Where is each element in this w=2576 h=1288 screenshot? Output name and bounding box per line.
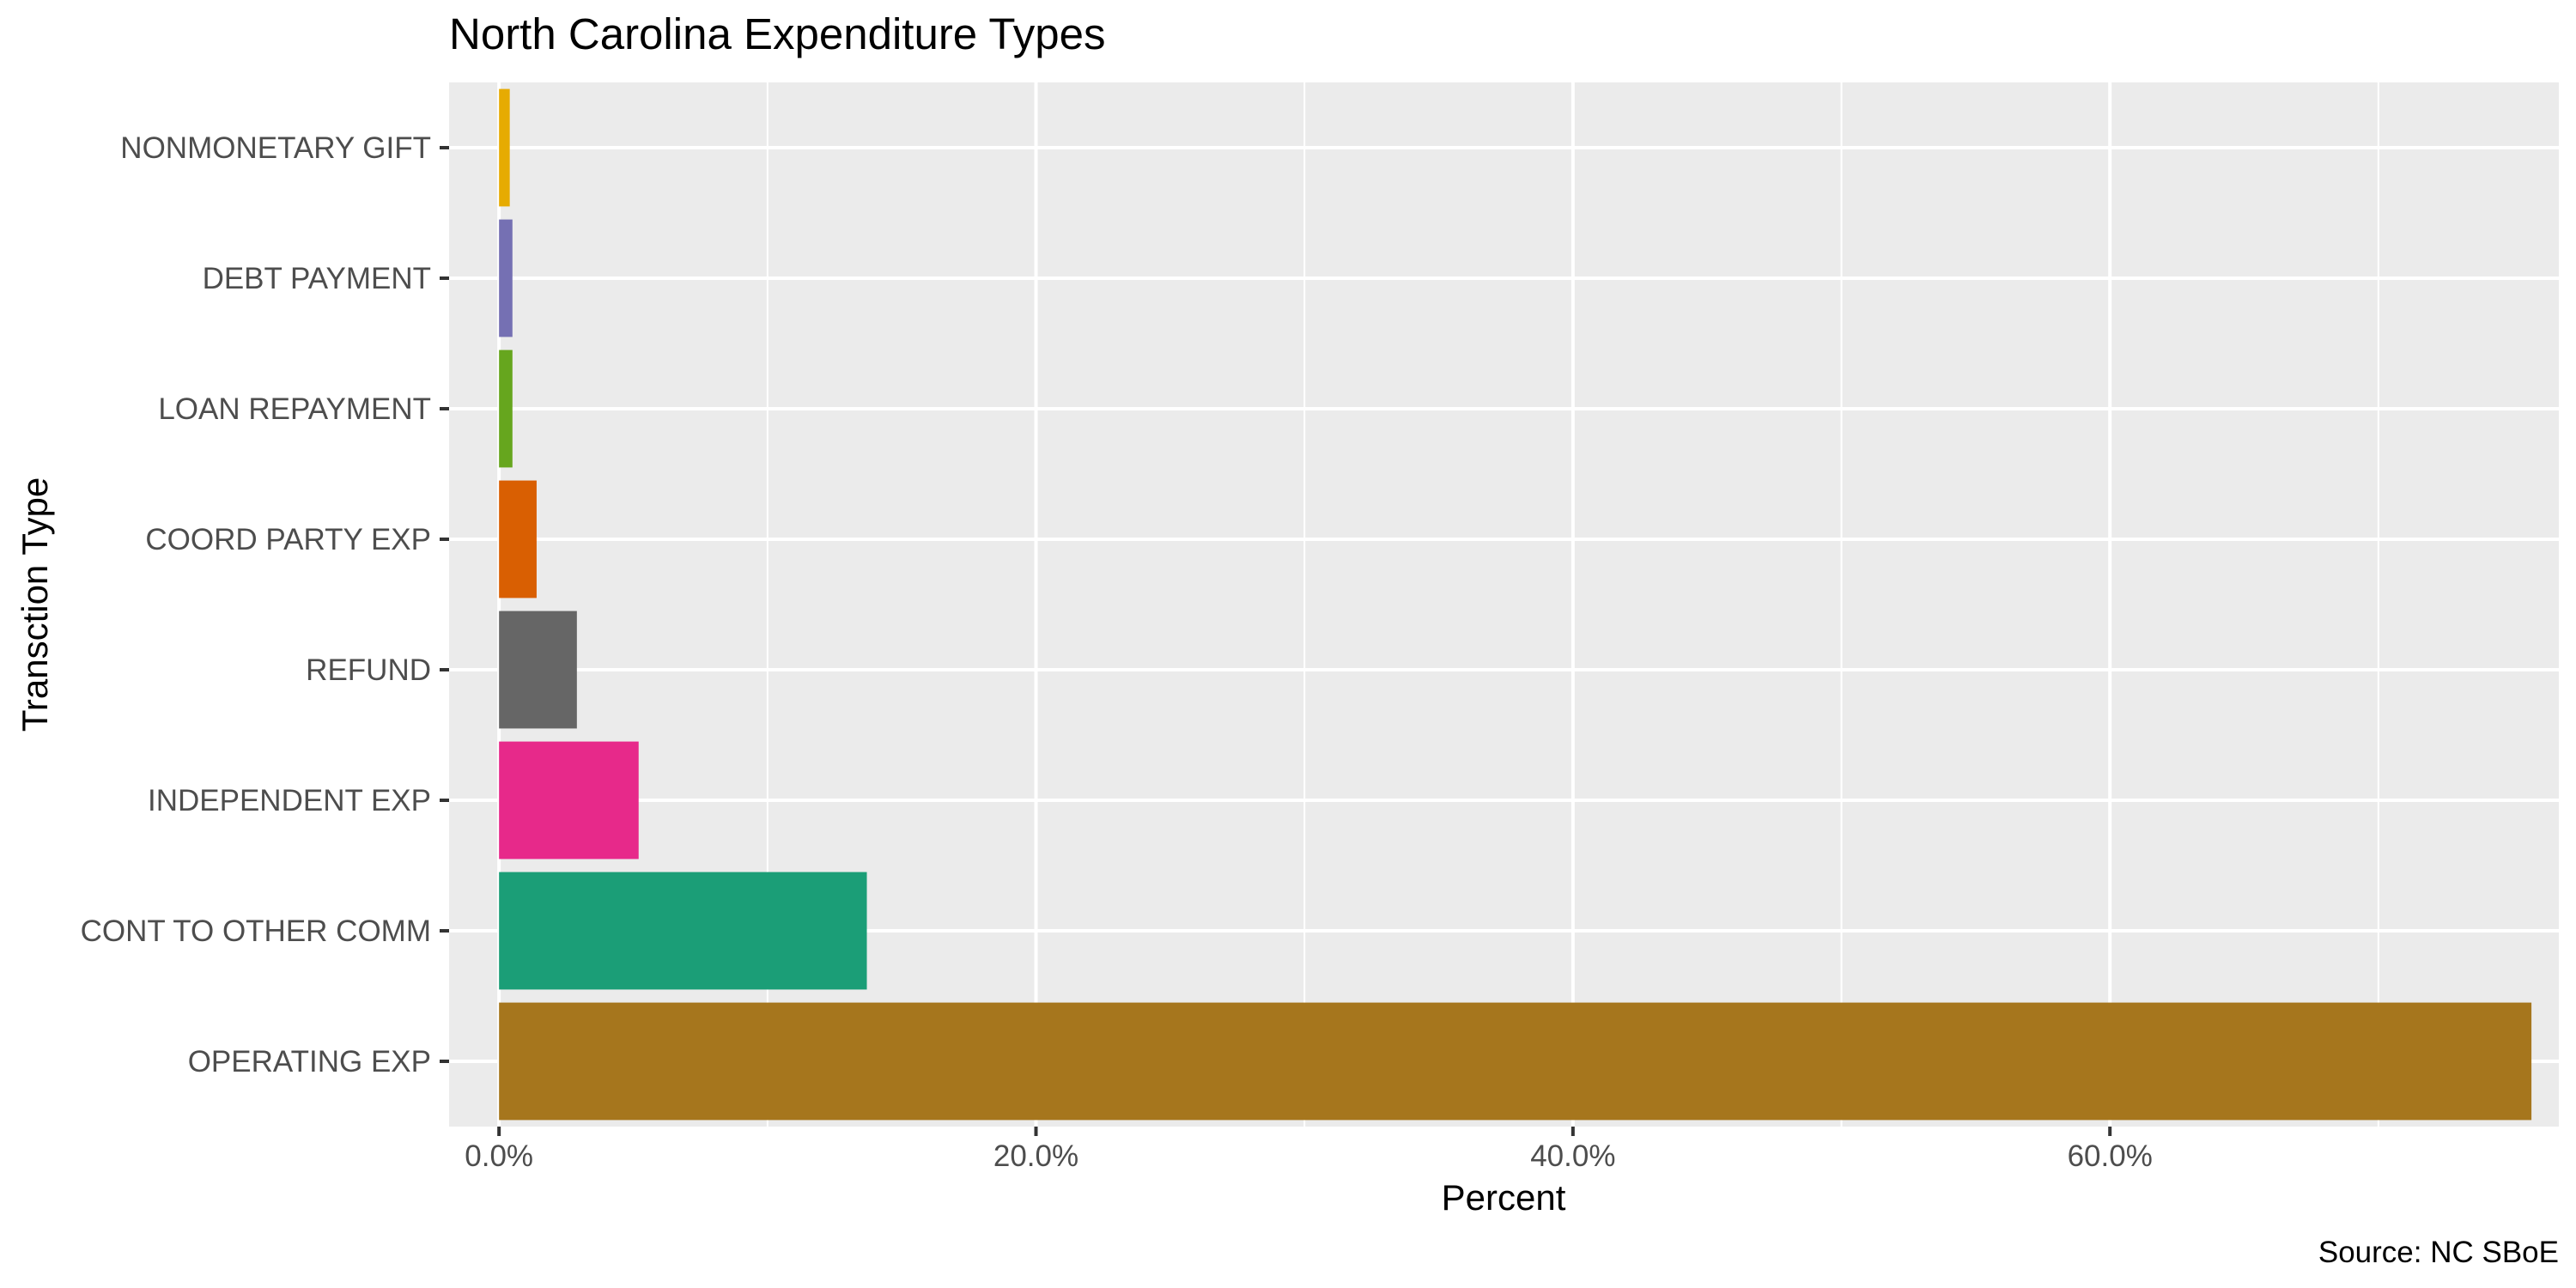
y-tick-label: REFUND [306,653,431,687]
y-tick-label: OPERATING EXP [188,1045,431,1078]
y-tick-label: COORD PARTY EXP [145,523,431,556]
x-tick-label: 20.0% [993,1139,1078,1173]
bar [499,480,537,598]
bar [499,349,513,468]
chart-title: North Carolina Expenditure Types [449,9,1105,58]
bar [499,1002,2532,1121]
y-tick-label: NONMONETARY GIFT [120,131,431,165]
y-tick-label: LOAN REPAYMENT [158,392,431,426]
chart-caption: Source: NC SBoE [2318,1236,2559,1269]
x-axis: 0.0% 20.0% 40.0% 60.0% [465,1127,2153,1173]
bar [499,872,867,990]
y-axis: OPERATING EXP CONT TO OTHER COMM INDEPENDE… [81,131,449,1078]
y-tick-label: DEBT PAYMENT [203,262,431,295]
x-axis-title: Percent [1442,1177,1566,1218]
bar [499,611,577,729]
y-tick-label: CONT TO OTHER COMM [81,914,431,948]
bar [499,88,510,207]
bars [499,88,2532,1121]
y-axis-title: Transction Type [15,477,55,732]
x-tick-label: 0.0% [465,1139,533,1173]
bar [499,219,513,337]
x-tick-label: 60.0% [2068,1139,2153,1173]
x-tick-label: 40.0% [1530,1139,1615,1173]
y-tick-label: INDEPENDENT EXP [148,784,431,817]
bar [499,741,639,860]
